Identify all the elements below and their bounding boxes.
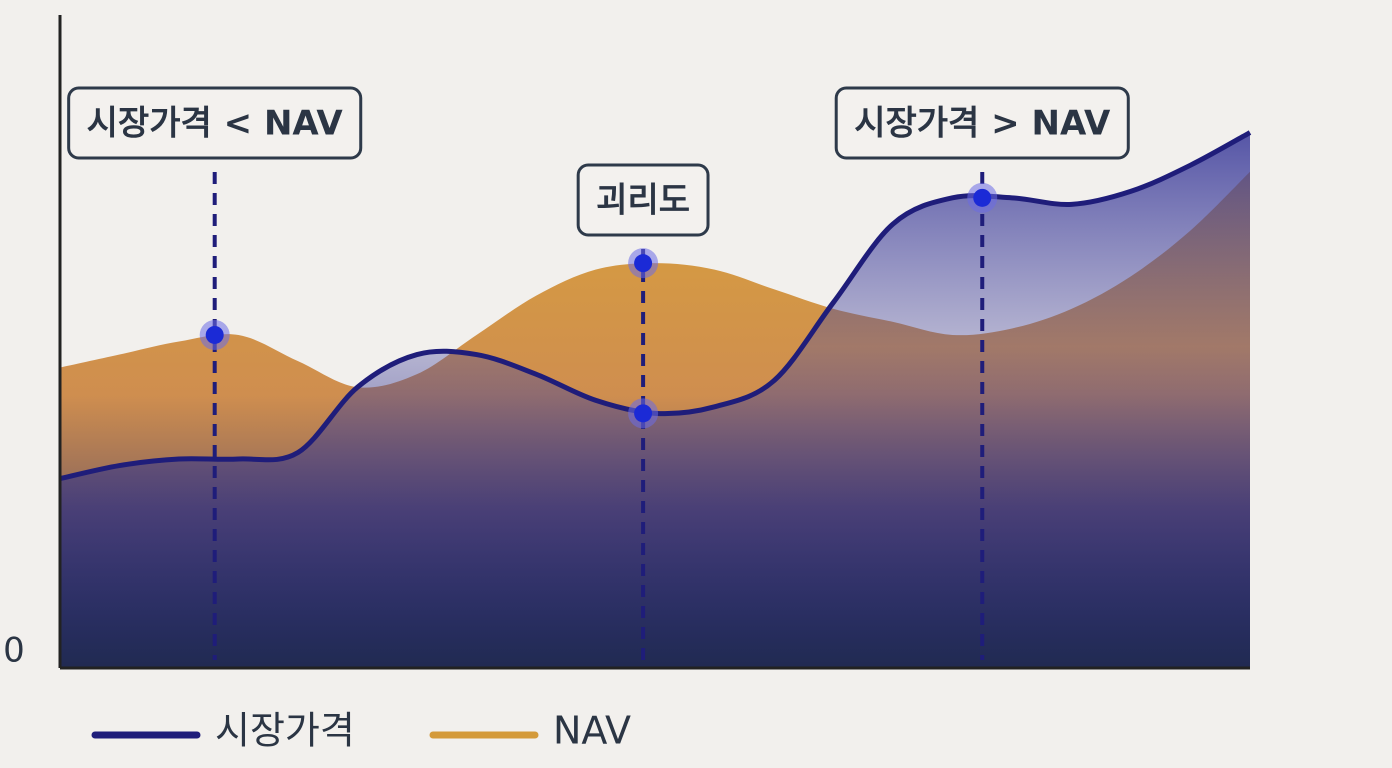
line: [59, 130, 1252, 482]
y-tick-label: 0: [3, 631, 25, 671]
legend-label: NAV: [553, 709, 631, 753]
annotation: 괴리도: [576, 163, 710, 237]
annotation: 시장가격 < NAV: [67, 86, 363, 160]
annotation-box: [67, 86, 363, 160]
annotation-box: [834, 86, 1130, 160]
annotation-label: 괴리도: [596, 181, 690, 221]
marker: [634, 404, 653, 423]
marker: [205, 325, 224, 344]
annotation: 시장가격 > NAV: [834, 86, 1130, 160]
marker: [634, 254, 653, 273]
annotation-label: 시장가격 > NAV: [854, 104, 1111, 144]
legend-label: 시장가격: [215, 709, 355, 753]
marker: [973, 188, 992, 207]
annotation-box: [576, 163, 710, 237]
annotation-label: 시장가격 < NAV: [87, 104, 344, 144]
area: [60, 132, 1250, 669]
